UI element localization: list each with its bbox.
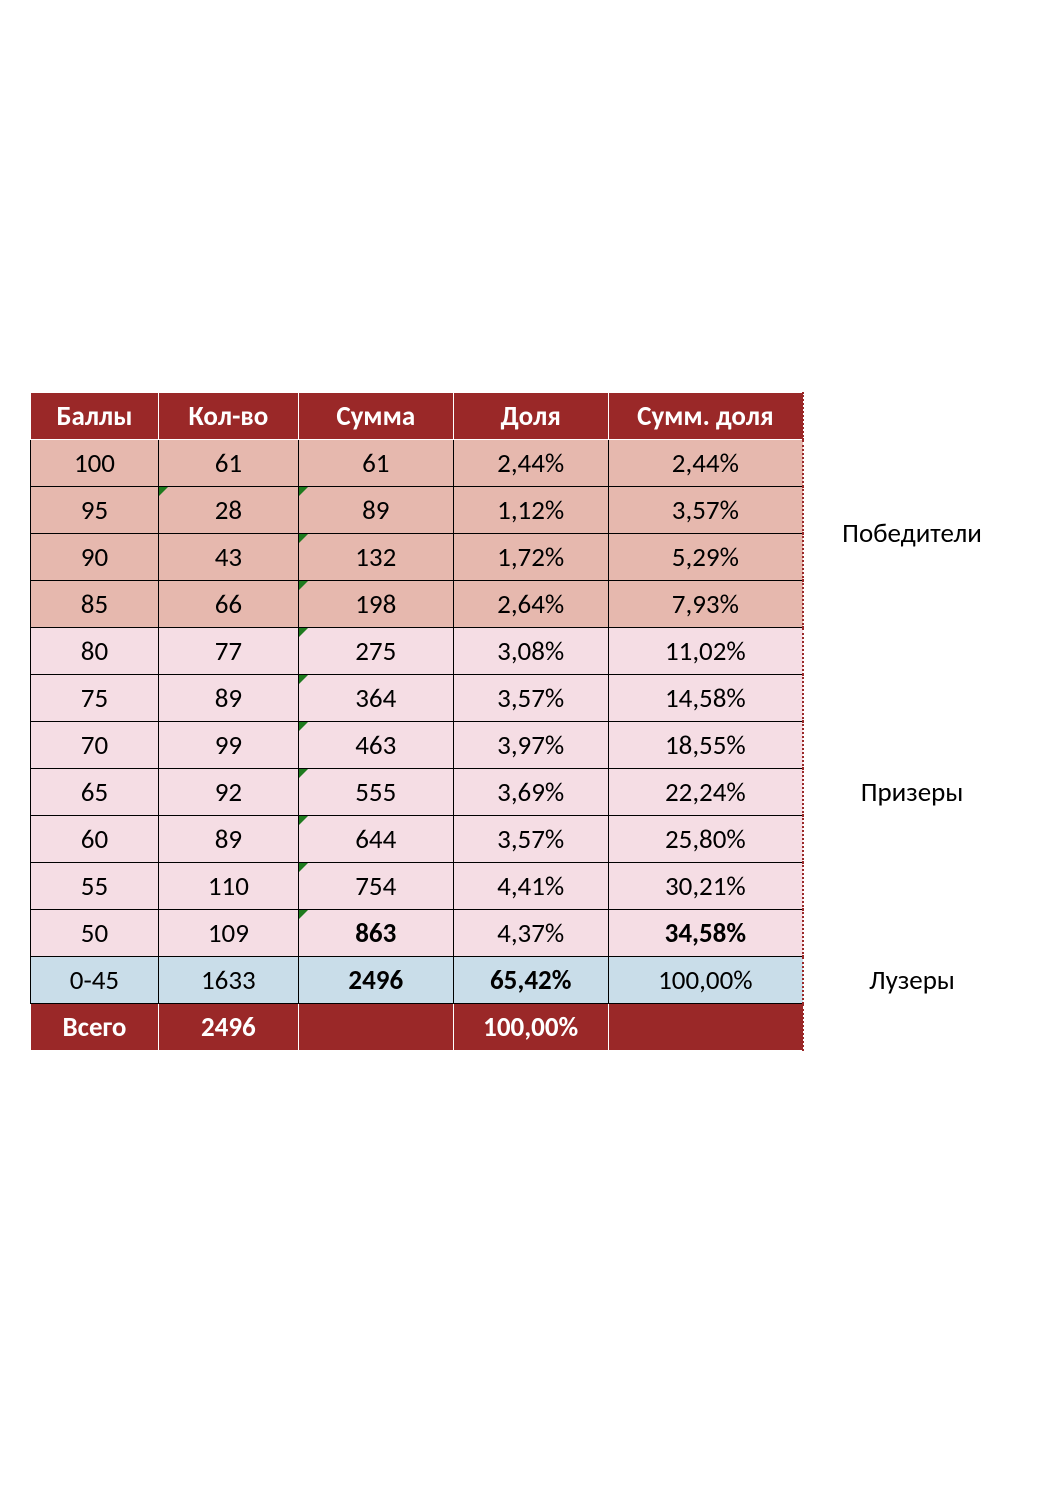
cell-count: 1633	[158, 957, 298, 1004]
cell-scores: 80	[31, 628, 159, 675]
cell-scores: 75	[31, 675, 159, 722]
cell-scores: 90	[31, 534, 159, 581]
cell-scores: 95	[31, 487, 159, 534]
cell-share: 2,64%	[453, 581, 608, 628]
cell-share: 4,37%	[453, 910, 608, 957]
col-header-cumshare: Сумм. доля	[608, 393, 803, 440]
col-header-scores: Баллы	[31, 393, 159, 440]
table-row: 80 77 275 3,08% 11,02% Призеры	[31, 628, 1021, 675]
total-count: 2496	[158, 1004, 298, 1051]
cell-sum: 863	[298, 910, 453, 957]
cell-count: 110	[158, 863, 298, 910]
cell-scores: 85	[31, 581, 159, 628]
cell-scores: 0-45	[31, 957, 159, 1004]
cell-share: 3,69%	[453, 769, 608, 816]
table-row: 100 61 61 2,44% 2,44% Победители	[31, 440, 1021, 487]
cell-share: 1,12%	[453, 487, 608, 534]
cell-sum: 2496	[298, 957, 453, 1004]
cell-cumshare: 3,57%	[608, 487, 803, 534]
cell-share: 3,97%	[453, 722, 608, 769]
cell-cumshare: 100,00%	[608, 957, 803, 1004]
cell-sum: 463	[298, 722, 453, 769]
cell-cumshare: 7,93%	[608, 581, 803, 628]
col-header-sum: Сумма	[298, 393, 453, 440]
cell-sum: 132	[298, 534, 453, 581]
cell-cumshare: 25,80%	[608, 816, 803, 863]
cell-sum: 364	[298, 675, 453, 722]
cell-count: 109	[158, 910, 298, 957]
cell-count: 66	[158, 581, 298, 628]
score-table: Баллы Кол-во Сумма Доля Сумм. доля 100 6…	[30, 392, 1020, 1051]
cell-sum: 644	[298, 816, 453, 863]
cell-count: 61	[158, 440, 298, 487]
cell-sum: 61	[298, 440, 453, 487]
table-row: 0-45 1633 2496 65,42% 100,00% Лузеры	[31, 957, 1021, 1004]
cell-scores: 50	[31, 910, 159, 957]
cell-count: 43	[158, 534, 298, 581]
total-cumshare	[608, 1004, 803, 1051]
col-header-count: Кол-во	[158, 393, 298, 440]
cell-sum: 198	[298, 581, 453, 628]
page: Баллы Кол-во Сумма Доля Сумм. доля 100 6…	[0, 0, 1050, 1485]
cell-count: 92	[158, 769, 298, 816]
cell-cumshare: 11,02%	[608, 628, 803, 675]
cell-sum: 89	[298, 487, 453, 534]
cell-scores: 70	[31, 722, 159, 769]
cell-share: 3,08%	[453, 628, 608, 675]
cell-cumshare: 2,44%	[608, 440, 803, 487]
cell-sum: 555	[298, 769, 453, 816]
cell-count: 99	[158, 722, 298, 769]
cell-share: 2,44%	[453, 440, 608, 487]
cell-cumshare: 5,29%	[608, 534, 803, 581]
total-label: Всего	[31, 1004, 159, 1051]
cell-cumshare: 22,24%	[608, 769, 803, 816]
cell-scores: 100	[31, 440, 159, 487]
table-header-row: Баллы Кол-во Сумма Доля Сумм. доля	[31, 393, 1021, 440]
cell-scores: 55	[31, 863, 159, 910]
score-table-wrap: Баллы Кол-во Сумма Доля Сумм. доля 100 6…	[30, 392, 1020, 1051]
cell-count: 77	[158, 628, 298, 675]
cell-sum: 754	[298, 863, 453, 910]
category-prizers-label: Призеры	[803, 628, 1020, 957]
table-total-row: Всего 2496 100,00%	[31, 1004, 1021, 1051]
cell-scores: 65	[31, 769, 159, 816]
total-share: 100,00%	[453, 1004, 608, 1051]
total-sum	[298, 1004, 453, 1051]
category-winners-label: Победители	[803, 440, 1020, 628]
cell-share: 3,57%	[453, 816, 608, 863]
cell-sum: 275	[298, 628, 453, 675]
cell-count: 28	[158, 487, 298, 534]
cell-count: 89	[158, 675, 298, 722]
cell-count: 89	[158, 816, 298, 863]
total-cat-blank	[803, 1004, 1020, 1051]
cell-share: 3,57%	[453, 675, 608, 722]
col-header-category	[803, 393, 1020, 440]
cell-share: 1,72%	[453, 534, 608, 581]
cell-cumshare: 34,58%	[608, 910, 803, 957]
cell-cumshare: 18,55%	[608, 722, 803, 769]
col-header-share: Доля	[453, 393, 608, 440]
category-losers-label: Лузеры	[803, 957, 1020, 1004]
cell-scores: 60	[31, 816, 159, 863]
cell-share: 65,42%	[453, 957, 608, 1004]
cell-share: 4,41%	[453, 863, 608, 910]
cell-cumshare: 30,21%	[608, 863, 803, 910]
cell-cumshare: 14,58%	[608, 675, 803, 722]
